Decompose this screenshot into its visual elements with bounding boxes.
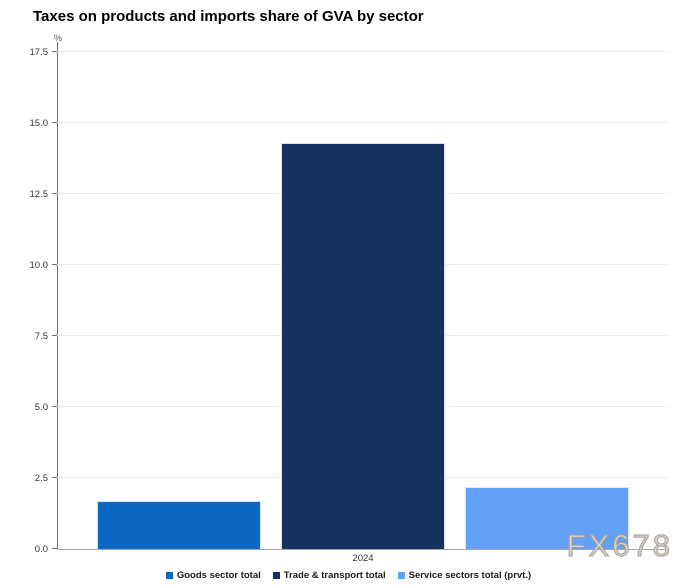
legend-marker bbox=[397, 571, 405, 579]
y-axis-labels: 0.0 2.5 5.0 7.5 10.0 12.5 15.0 17.5 bbox=[0, 47, 50, 553]
y-tick-label: 0.0 bbox=[34, 543, 48, 555]
legend-label: Service sectors total (prvt.) bbox=[408, 569, 532, 581]
y-axis-tick bbox=[52, 264, 57, 265]
gridline bbox=[57, 51, 669, 52]
y-tick-label: 2.5 bbox=[34, 472, 48, 484]
legend-label: Goods sector total bbox=[176, 569, 261, 581]
y-tick-label: 10.0 bbox=[29, 259, 49, 271]
y-axis-tick bbox=[52, 122, 57, 123]
gridline bbox=[57, 122, 669, 123]
legend-label: Trade & transport total bbox=[283, 569, 386, 581]
bar-goods-sector-total bbox=[97, 500, 262, 549]
y-axis-tick bbox=[52, 406, 57, 407]
y-axis-tick bbox=[52, 335, 57, 336]
y-tick-label: 17.5 bbox=[29, 46, 49, 58]
y-tick-label: 12.5 bbox=[29, 188, 49, 200]
y-axis-tick bbox=[52, 193, 57, 194]
legend-item-trade-transport-total[interactable]: Trade & transport total bbox=[272, 569, 386, 581]
y-axis-unit-label: % bbox=[53, 33, 62, 43]
y-axis-line bbox=[57, 42, 58, 550]
y-tick-label: 15.0 bbox=[29, 117, 49, 129]
legend-marker bbox=[165, 571, 173, 579]
y-axis-tick bbox=[52, 477, 57, 478]
y-axis-tick bbox=[52, 51, 57, 52]
legend-marker bbox=[272, 571, 280, 579]
y-axis-tick bbox=[52, 548, 57, 549]
bar-service-sectors-total-prvt bbox=[464, 486, 629, 549]
x-axis-label: 2024 bbox=[352, 553, 374, 564]
chart-title: Taxes on products and imports share of G… bbox=[33, 8, 424, 25]
legend-item-goods-sector-total[interactable]: Goods sector total bbox=[165, 569, 261, 581]
plot-area bbox=[52, 51, 669, 550]
y-tick-label: 5.0 bbox=[34, 401, 48, 413]
y-tick-label: 7.5 bbox=[34, 330, 48, 342]
legend: Goods sector total Trade & transport tota… bbox=[0, 568, 697, 582]
legend-item-service-sectors-total-prvt[interactable]: Service sectors total (prvt.) bbox=[397, 569, 532, 581]
bar-trade-transport-total bbox=[280, 142, 446, 549]
